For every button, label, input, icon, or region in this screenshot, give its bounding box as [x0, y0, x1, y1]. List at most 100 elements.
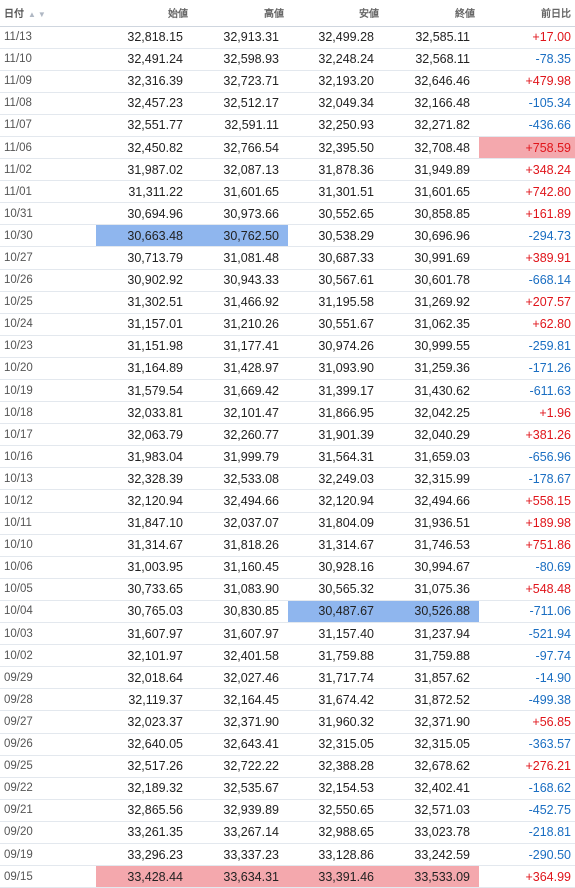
- date-cell: 10/18: [0, 401, 96, 425]
- table-row: 11/06 32,450.82 32,766.54 32,395.50 32,708.4…: [0, 136, 575, 160]
- high-cell: 31,669.42: [192, 379, 288, 403]
- change-cell: +348.24: [479, 158, 575, 182]
- close-column-header: 終値: [383, 0, 479, 27]
- date-cell: 10/02: [0, 644, 96, 668]
- close-cell: 32,678.62: [383, 755, 479, 778]
- high-cell: 30,762.50: [192, 224, 288, 248]
- close-cell: 30,991.69: [383, 246, 479, 270]
- date-cell: 10/05: [0, 578, 96, 601]
- high-cell: 31,083.90: [192, 578, 288, 601]
- table-row: 10/18 32,033.81 32,101.47 31,866.95 32,042.2…: [0, 401, 575, 425]
- table-row: 11/01 31,311.22 31,601.65 31,301.51 31,601.6…: [0, 180, 575, 204]
- open-cell: 32,316.39: [96, 70, 192, 93]
- close-cell: 30,696.96: [383, 224, 479, 248]
- high-cell: 31,607.97: [192, 622, 288, 646]
- table-row: 09/21 32,865.56 32,939.89 32,550.65 32,571.0…: [0, 799, 575, 822]
- low-cell: 31,866.95: [288, 401, 383, 425]
- table-row: 09/25 32,517.26 32,722.22 32,388.28 32,678.6…: [0, 755, 575, 778]
- sort-descending-icon[interactable]: ▼: [37, 10, 48, 20]
- date-cell: 09/21: [0, 799, 96, 822]
- open-cell: 32,101.97: [96, 644, 192, 668]
- open-cell: 32,328.39: [96, 467, 192, 491]
- open-cell: 31,157.01: [96, 313, 192, 336]
- close-cell: 31,949.89: [383, 158, 479, 182]
- change-cell: -171.26: [479, 357, 575, 381]
- change-cell: +62.80: [479, 313, 575, 336]
- open-cell: 31,302.51: [96, 291, 192, 314]
- close-cell: 32,708.48: [383, 136, 479, 160]
- high-cell: 32,939.89: [192, 799, 288, 822]
- high-cell: 32,037.07: [192, 512, 288, 535]
- change-cell: -294.73: [479, 224, 575, 248]
- date-cell: 09/28: [0, 688, 96, 712]
- high-cell: 30,973.66: [192, 202, 288, 226]
- date-cell: 10/17: [0, 423, 96, 447]
- open-cell: 30,713.79: [96, 246, 192, 270]
- change-cell: +381.26: [479, 423, 575, 447]
- high-cell: 32,535.67: [192, 777, 288, 800]
- table-row: 10/27 30,713.79 31,081.48 30,687.33 30,991.6…: [0, 246, 575, 270]
- low-cell: 32,395.50: [288, 136, 383, 160]
- close-cell: 32,494.66: [383, 489, 479, 513]
- high-cell: 32,087.13: [192, 158, 288, 182]
- change-cell: +751.86: [479, 534, 575, 557]
- table-row: 10/04 30,765.03 30,830.85 30,487.67 30,526.8…: [0, 600, 575, 624]
- high-cell: 33,634.31: [192, 865, 288, 888]
- date-cell: 10/06: [0, 556, 96, 579]
- date-cell: 11/02: [0, 158, 96, 182]
- low-cell: 31,157.40: [288, 622, 383, 646]
- low-cell: 31,195.58: [288, 291, 383, 314]
- change-cell: -452.75: [479, 799, 575, 822]
- low-cell: 30,687.33: [288, 246, 383, 270]
- date-cell: 10/26: [0, 269, 96, 292]
- open-cell: 32,120.94: [96, 489, 192, 513]
- table-row: 10/03 31,607.97 31,607.97 31,157.40 31,237.9…: [0, 622, 575, 646]
- table-row: 11/09 32,316.39 32,723.71 32,193.20 32,646.4…: [0, 70, 575, 93]
- low-cell: 31,564.31: [288, 445, 383, 469]
- date-column-header[interactable]: 日付 ▲▼: [0, 0, 96, 27]
- table-row: 10/13 32,328.39 32,533.08 32,249.03 32,315.9…: [0, 467, 575, 491]
- table-header-row: 日付 ▲▼ 始値 高値 安値 終値 前日比: [0, 0, 575, 27]
- high-cell: 32,723.71: [192, 70, 288, 93]
- table-row: 10/10 31,314.67 31,818.26 31,314.67 31,746.5…: [0, 534, 575, 557]
- change-cell: -611.63: [479, 379, 575, 403]
- table-row: 10/17 32,063.79 32,260.77 31,901.39 32,040.2…: [0, 423, 575, 447]
- table-row: 10/20 31,164.89 31,428.97 31,093.90 31,259.3…: [0, 357, 575, 381]
- date-cell: 09/15: [0, 865, 96, 888]
- open-cell: 31,164.89: [96, 357, 192, 381]
- date-cell: 10/23: [0, 335, 96, 358]
- low-cell: 30,487.67: [288, 600, 383, 624]
- table-row: 10/31 30,694.96 30,973.66 30,552.65 30,858.8…: [0, 202, 575, 226]
- change-cell: -668.14: [479, 269, 575, 292]
- date-cell: 09/29: [0, 666, 96, 690]
- open-cell: 31,003.95: [96, 556, 192, 579]
- table-row: 09/20 33,261.35 33,267.14 32,988.65 33,023.7…: [0, 821, 575, 844]
- high-cell: 31,210.26: [192, 313, 288, 336]
- date-cell: 09/27: [0, 710, 96, 734]
- date-cell: 10/27: [0, 246, 96, 270]
- sort-ascending-icon[interactable]: ▲: [28, 10, 38, 20]
- close-cell: 32,271.82: [383, 114, 479, 137]
- table-row: 10/30 30,663.48 30,762.50 30,538.29 30,696.9…: [0, 224, 575, 248]
- close-cell: 31,062.35: [383, 313, 479, 336]
- sort-toggle[interactable]: ▲▼: [28, 10, 48, 19]
- low-cell: 32,550.65: [288, 799, 383, 822]
- high-cell: 32,722.22: [192, 755, 288, 778]
- change-cell: -259.81: [479, 335, 575, 358]
- high-cell: 31,081.48: [192, 246, 288, 270]
- date-cell: 10/20: [0, 357, 96, 381]
- close-cell: 31,601.65: [383, 180, 479, 204]
- date-cell: 11/08: [0, 92, 96, 115]
- open-cell: 33,428.44: [96, 865, 192, 888]
- high-cell: 32,027.46: [192, 666, 288, 690]
- change-cell: +276.21: [479, 755, 575, 778]
- low-cell: 32,249.03: [288, 467, 383, 491]
- high-cell: 31,999.79: [192, 445, 288, 469]
- close-cell: 31,759.88: [383, 644, 479, 668]
- close-cell: 30,601.78: [383, 269, 479, 292]
- low-cell: 30,565.32: [288, 578, 383, 601]
- change-cell: +207.57: [479, 291, 575, 314]
- date-cell: 10/25: [0, 291, 96, 314]
- change-cell: +161.89: [479, 202, 575, 226]
- low-cell: 33,391.46: [288, 865, 383, 888]
